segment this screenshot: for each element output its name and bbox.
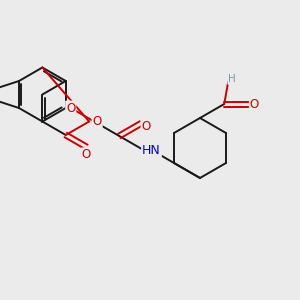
Text: O: O [66, 101, 75, 115]
Text: O: O [92, 115, 102, 128]
Text: O: O [250, 98, 259, 110]
Text: H: H [228, 74, 236, 84]
Text: HN: HN [142, 143, 161, 157]
Text: O: O [142, 120, 151, 133]
Text: O: O [82, 148, 91, 161]
